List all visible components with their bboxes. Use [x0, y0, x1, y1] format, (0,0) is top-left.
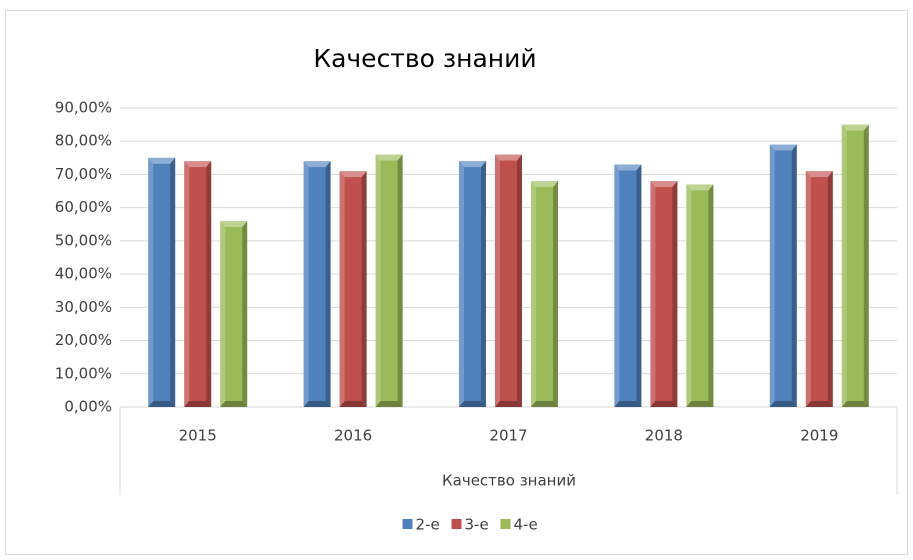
y-tick-label: 30,00% [55, 298, 112, 316]
bar-bevel [361, 171, 367, 407]
bar-bevel [614, 164, 620, 407]
bar [650, 181, 678, 407]
bar-bevel [531, 181, 558, 188]
bar-bevel [686, 184, 714, 191]
bar-bevel [495, 401, 522, 407]
bar-bevel [863, 124, 869, 407]
bar-bevel [650, 401, 678, 407]
y-tick-label: 70,00% [55, 165, 112, 183]
y-tick-label: 20,00% [55, 331, 112, 349]
bar-bevel [303, 401, 331, 407]
x-tick-label: 2015 [179, 427, 217, 445]
bar-bevel [148, 401, 176, 407]
bar [339, 171, 367, 407]
bar [686, 184, 714, 407]
bar-bevel [841, 401, 869, 407]
bar-bevel [769, 144, 775, 408]
bar-bevel [614, 164, 642, 171]
bar-bevel [325, 161, 331, 407]
bar-bevel [708, 184, 714, 407]
bar-bevel [339, 171, 367, 178]
bar-bevel [220, 220, 226, 407]
bar-bevel [220, 401, 248, 407]
bar [148, 157, 176, 407]
bar-bevel [686, 401, 714, 407]
bar-bevel [459, 401, 486, 407]
y-tick-label: 40,00% [55, 265, 112, 283]
y-tick-label: 90,00% [55, 99, 112, 117]
bar [303, 161, 331, 407]
legend-label: 4-е [514, 516, 538, 534]
bar [769, 144, 797, 408]
bar-bevel [827, 171, 833, 407]
bar-bevel [148, 157, 176, 164]
bar [459, 161, 486, 407]
bar-bevel [805, 171, 811, 407]
bar-bevel [614, 401, 642, 407]
x-tick-label: 2016 [334, 427, 372, 445]
bar [614, 164, 642, 407]
x-tick-label: 2018 [645, 427, 683, 445]
bar-bevel [397, 154, 403, 407]
bar-bevel [672, 181, 678, 407]
bar-bevel [184, 161, 190, 407]
bar-bevel [481, 161, 486, 407]
bar-bevel [531, 181, 536, 407]
bar-bevel [841, 124, 847, 407]
bar [805, 171, 833, 407]
bar-bevel [148, 157, 154, 407]
bar-bevel [517, 154, 522, 407]
bar-bevel [375, 401, 403, 407]
bar-bevel [769, 401, 797, 407]
bar-bevel [206, 161, 212, 407]
bar-bevel [170, 157, 176, 407]
bar-bevel [303, 161, 331, 168]
bar-bevel [841, 124, 869, 131]
bar-bevel [375, 154, 403, 161]
bar-bevel [184, 401, 212, 407]
bar-bevel [805, 401, 833, 407]
bar [220, 220, 248, 407]
bar-bevel [495, 154, 500, 407]
bar-bevel [495, 154, 522, 161]
x-axis-label: Качество знаний [442, 472, 576, 490]
bar-bevel [303, 161, 309, 407]
x-tick-label: 2017 [489, 427, 527, 445]
bar-bevel [791, 144, 797, 408]
bar-bevel [220, 220, 248, 227]
legend-label: 3-е [465, 516, 489, 534]
bar-bevel [459, 161, 486, 168]
y-tick-label: 50,00% [55, 231, 112, 249]
y-tick-label: 60,00% [55, 198, 112, 216]
legend-swatch [451, 519, 462, 529]
bar-bevel [375, 154, 381, 407]
legend-label: 2-е [416, 516, 440, 534]
y-tick-label: 80,00% [55, 132, 112, 150]
bar [495, 154, 522, 407]
bar-bevel [636, 164, 642, 407]
bar-bevel [339, 171, 345, 407]
legend-swatch [500, 519, 511, 529]
bar [531, 181, 558, 407]
x-tick-label: 2019 [800, 427, 838, 445]
bar-bevel [686, 184, 692, 407]
bar [841, 124, 869, 407]
bar-bevel [184, 161, 212, 168]
chart-title: Качество знаний [313, 44, 536, 73]
bar [375, 154, 403, 407]
legend-swatch [402, 519, 413, 529]
y-tick-label: 10,00% [55, 364, 112, 382]
bar-bevel [553, 181, 558, 407]
bar [184, 161, 212, 407]
bar-bevel [531, 401, 558, 407]
bar-bevel [650, 181, 656, 407]
bar-bevel [339, 401, 367, 407]
bar-bevel [805, 171, 833, 178]
bar-bevel [769, 144, 797, 151]
bar-bevel [459, 161, 464, 407]
y-tick-label: 0,00% [64, 398, 112, 416]
bar-bevel [242, 220, 248, 407]
bar-bevel [650, 181, 678, 188]
